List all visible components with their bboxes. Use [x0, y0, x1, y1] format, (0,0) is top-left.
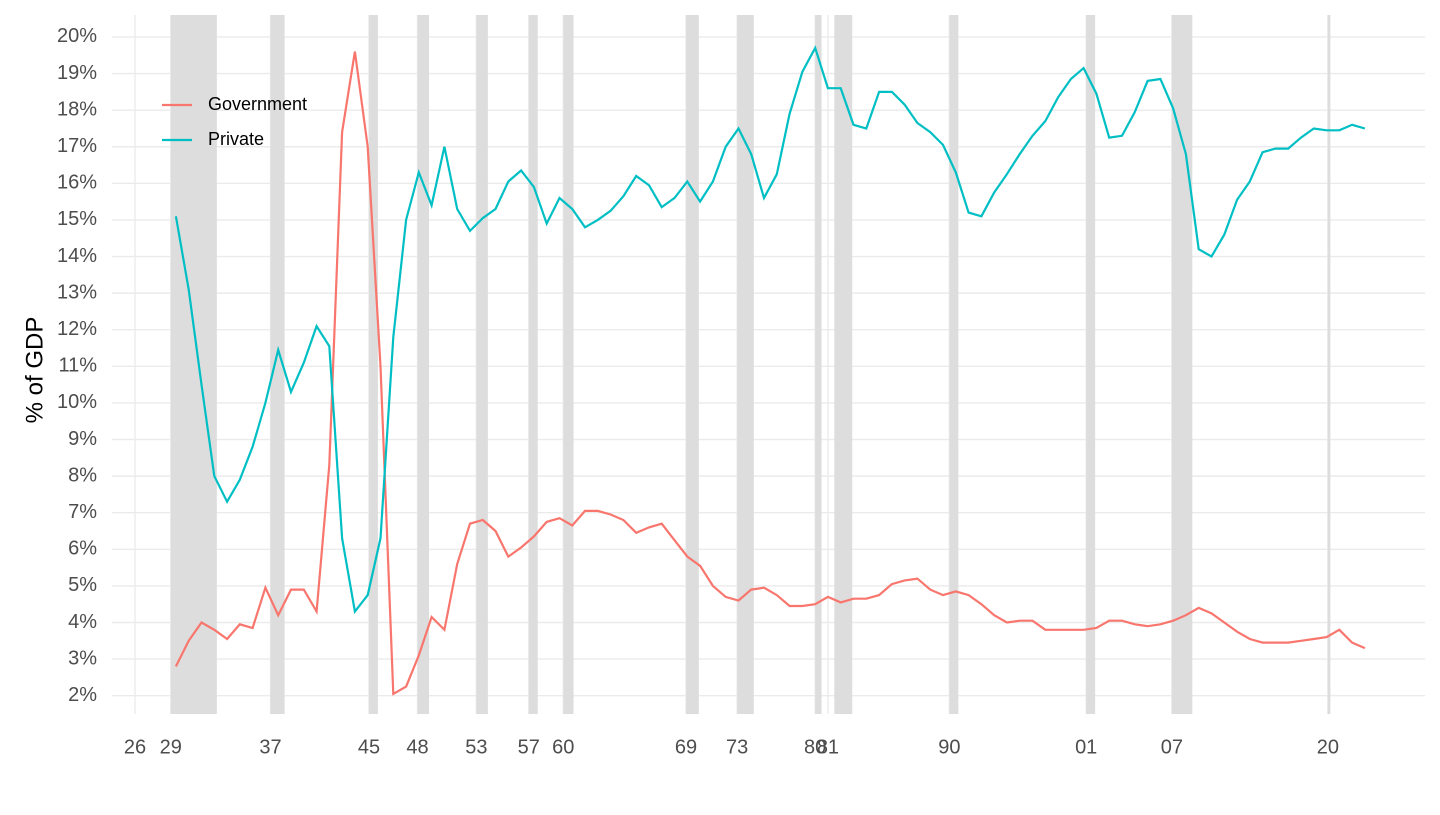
x-tick-label: 45 [358, 736, 380, 758]
series-line [174, 51, 1366, 696]
y-axis-label: % of GDP [21, 317, 48, 424]
x-tick-label: 48 [406, 736, 428, 758]
recession-band [563, 15, 574, 714]
y-tick-label: 5% [68, 574, 97, 596]
y-tick-label: 18% [57, 98, 97, 120]
y-tick-label: 20% [57, 25, 97, 47]
y-tick-label: 3% [68, 647, 97, 669]
y-tick-label: 6% [68, 538, 97, 560]
x-tick-label: 53 [465, 736, 487, 758]
x-tick-label: 07 [1161, 736, 1183, 758]
y-tick-label: 7% [68, 501, 97, 523]
recession-band [737, 15, 754, 714]
legend-label: Government [208, 94, 307, 114]
recession-band [1327, 15, 1331, 714]
x-tick-label: 90 [938, 736, 960, 758]
y-tick-label: 10% [57, 391, 97, 413]
recession-band [528, 15, 538, 714]
recession-band [686, 15, 699, 714]
x-tick-label: 20 [1317, 736, 1339, 758]
x-tick-label: 29 [160, 736, 182, 758]
x-tick-label: 73 [726, 736, 748, 758]
y-tick-label: 15% [57, 208, 97, 230]
y-tick-label: 14% [57, 245, 97, 267]
recession-band [170, 15, 217, 714]
recession-band [476, 15, 488, 714]
y-tick-label: 13% [57, 281, 97, 303]
x-tick-label: 60 [552, 736, 574, 758]
recession-band [1086, 15, 1096, 714]
y-tick-label: 9% [68, 428, 97, 450]
legend-label: Private [208, 129, 264, 149]
x-tick-label: 69 [675, 736, 697, 758]
series-line [174, 45, 1366, 615]
recession-band [1171, 15, 1193, 714]
recession-band [834, 15, 853, 714]
y-tick-label: 12% [57, 318, 97, 340]
recession-band [368, 15, 378, 714]
x-tick-label: 37 [259, 736, 281, 758]
recession-band [815, 15, 822, 714]
x-tick-label: 81 [817, 736, 839, 758]
y-tick-label: 8% [68, 464, 97, 486]
x-tick-label: 26 [124, 736, 146, 758]
y-tick-label: 4% [68, 611, 97, 633]
x-tick-label: 57 [518, 736, 540, 758]
y-tick-label: 2% [68, 684, 97, 706]
y-tick-label: 16% [57, 172, 97, 194]
y-tick-label: 19% [57, 62, 97, 84]
y-tick-label: 17% [57, 135, 97, 157]
recession-band [270, 15, 285, 714]
x-tick-label: 80 [804, 736, 826, 758]
recession-band [417, 15, 430, 714]
x-tick-label: 01 [1075, 736, 1097, 758]
y-tick-label: 11% [58, 355, 97, 377]
recession-band [949, 15, 959, 714]
